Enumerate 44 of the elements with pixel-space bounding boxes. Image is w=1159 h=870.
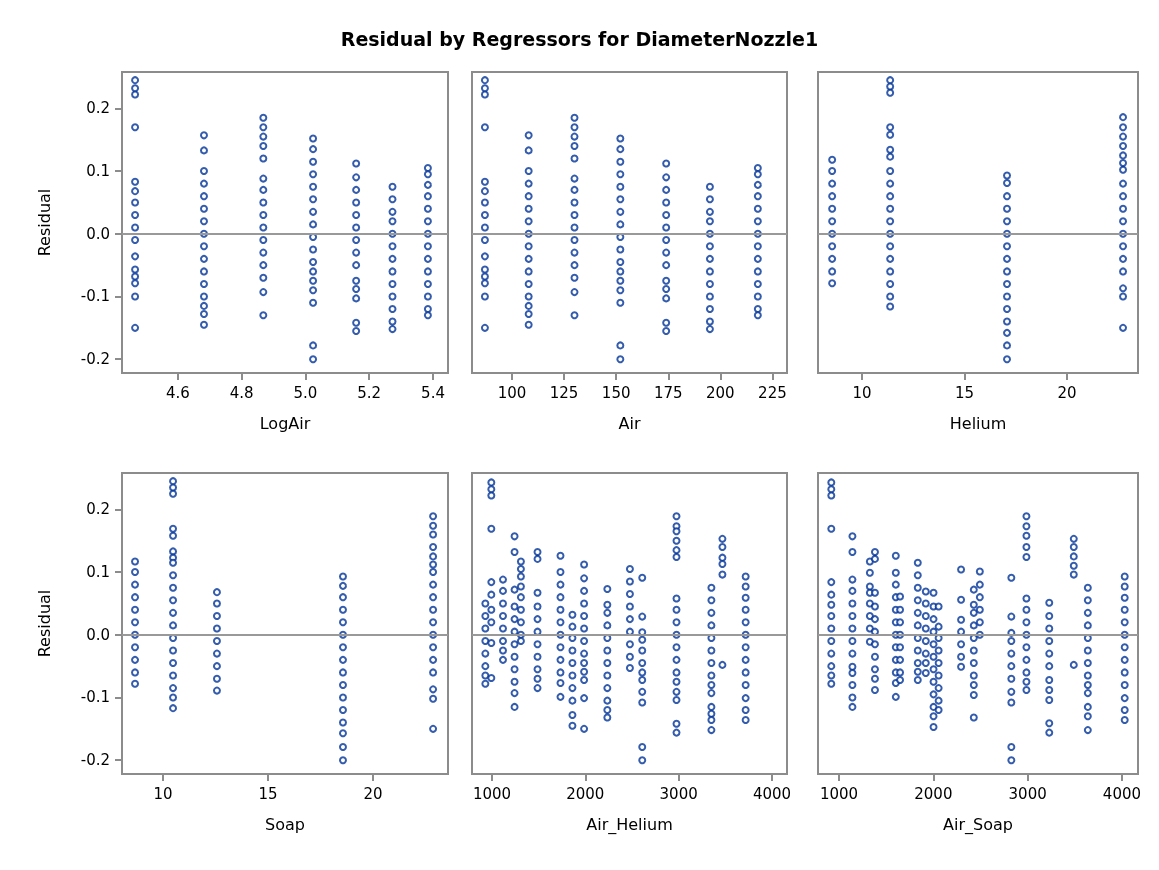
- x-tick-label: 5.2: [357, 383, 382, 402]
- x-tick-label: 125: [549, 383, 579, 402]
- x-tick-label: 20: [363, 784, 383, 803]
- y-tick-label: -0.1: [80, 688, 110, 707]
- y-tick-label: 0.2: [86, 99, 110, 118]
- x-tick-label: 5.4: [421, 383, 445, 402]
- x-axis-title: Helium: [949, 413, 1007, 433]
- x-tick-label: 225: [758, 383, 787, 402]
- x-tick-label: 2000: [914, 784, 953, 803]
- x-tick-label: 4.6: [165, 383, 190, 402]
- x-axis-title: Soap: [265, 814, 305, 834]
- x-tick-label: 200: [706, 383, 735, 402]
- y-tick-label: -0.2: [80, 350, 110, 369]
- y-tick-label: 0.1: [86, 162, 110, 181]
- x-tick-label: 1000: [819, 784, 859, 803]
- y-tick-label: 0.0: [86, 224, 110, 243]
- x-axis-title: Air_Helium: [586, 814, 673, 835]
- x-tick-label: 4000: [752, 784, 792, 803]
- x-tick-label: 175: [653, 383, 683, 402]
- y-tick-label: 0.1: [86, 563, 110, 582]
- x-tick-label: 15: [258, 784, 278, 803]
- x-tick-label: 150: [601, 383, 631, 402]
- x-tick-label: 1000: [472, 784, 512, 803]
- text: Residual by Regressors for DiameterNozzle1: [339, 28, 820, 50]
- x-axis-title: Air: [618, 413, 641, 433]
- y-tick-label: 0.0: [86, 625, 110, 644]
- y-axis-title: Residual: [34, 188, 54, 257]
- y-tick-label: -0.1: [80, 287, 110, 306]
- y-axis-title: Residual: [34, 589, 54, 658]
- x-axis-title: Air_Soap: [943, 814, 1013, 835]
- x-tick-label: 5.0: [293, 383, 318, 402]
- x-tick-label: 4.8: [229, 383, 254, 402]
- x-tick-label: 100: [497, 383, 527, 402]
- x-tick-label: 3000: [1008, 784, 1047, 803]
- x-tick-label: 20: [1057, 383, 1077, 402]
- x-tick-label: 10: [852, 383, 872, 402]
- x-tick-label: 10: [153, 784, 173, 803]
- y-tick-label: 0.2: [86, 500, 110, 519]
- x-tick-label: 15: [955, 383, 975, 402]
- x-tick-label: 3000: [659, 784, 698, 803]
- x-axis-title: LogAir: [259, 413, 311, 433]
- y-tick-label: -0.2: [80, 751, 110, 770]
- x-tick-label: 2000: [566, 784, 605, 803]
- x-tick-label: 4000: [1102, 784, 1142, 803]
